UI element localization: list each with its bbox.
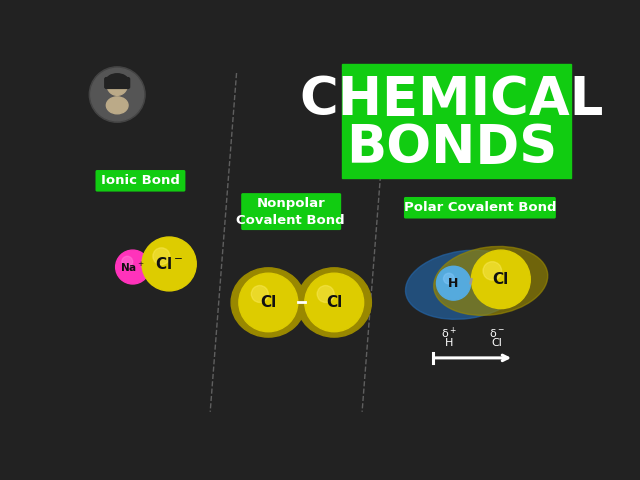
Ellipse shape xyxy=(231,268,305,337)
Circle shape xyxy=(483,262,502,280)
Ellipse shape xyxy=(106,97,128,114)
Ellipse shape xyxy=(406,250,525,319)
FancyBboxPatch shape xyxy=(404,197,556,218)
Ellipse shape xyxy=(434,246,548,315)
Circle shape xyxy=(317,286,334,302)
Text: Na$^+$: Na$^+$ xyxy=(120,261,145,274)
Text: BONDS: BONDS xyxy=(346,122,557,174)
Text: H: H xyxy=(449,276,459,290)
Circle shape xyxy=(116,250,150,284)
Text: Ionic Bond: Ionic Bond xyxy=(101,174,180,187)
Text: Cl: Cl xyxy=(492,337,502,348)
Circle shape xyxy=(239,273,298,332)
Circle shape xyxy=(472,250,531,309)
Text: δ$^-$: δ$^-$ xyxy=(489,327,505,339)
Circle shape xyxy=(122,256,132,267)
Circle shape xyxy=(252,286,268,302)
Circle shape xyxy=(142,237,196,291)
Text: Cl: Cl xyxy=(260,295,276,310)
Text: Nonpolar
Covalent Bond: Nonpolar Covalent Bond xyxy=(237,197,345,227)
Text: Cl: Cl xyxy=(326,295,342,310)
Text: δ$^+$: δ$^+$ xyxy=(441,325,457,341)
Circle shape xyxy=(436,266,470,300)
Circle shape xyxy=(107,75,127,96)
Text: Cl$^-$: Cl$^-$ xyxy=(155,256,183,272)
Bar xyxy=(342,64,571,178)
Text: Cl: Cl xyxy=(493,272,509,287)
Text: H: H xyxy=(445,337,453,348)
Ellipse shape xyxy=(106,74,128,88)
FancyBboxPatch shape xyxy=(241,193,341,230)
Circle shape xyxy=(444,273,454,284)
Ellipse shape xyxy=(297,268,371,337)
Text: Polar Covalent Bond: Polar Covalent Bond xyxy=(404,201,556,214)
Circle shape xyxy=(305,273,364,332)
Circle shape xyxy=(91,68,143,121)
FancyBboxPatch shape xyxy=(95,170,186,192)
Text: CHEMICAL: CHEMICAL xyxy=(300,74,604,126)
FancyBboxPatch shape xyxy=(105,78,129,88)
Circle shape xyxy=(90,67,145,122)
Circle shape xyxy=(153,248,170,265)
